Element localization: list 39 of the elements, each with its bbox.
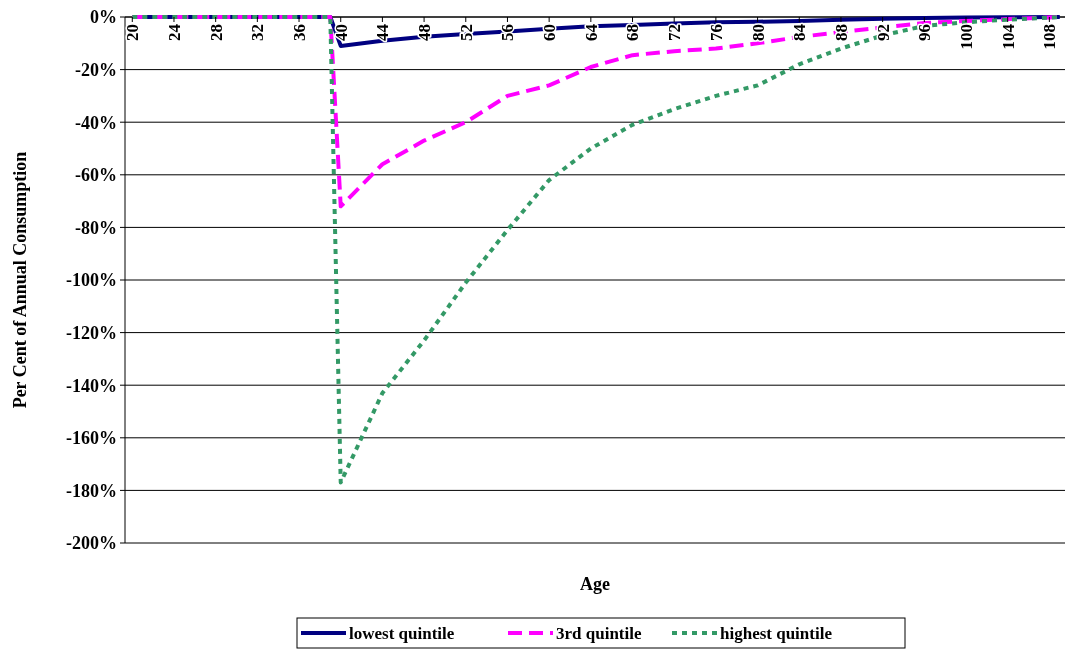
x-tick-label: 68	[623, 24, 643, 41]
y-axis-title: Per Cent of Annual Consumption	[10, 151, 30, 409]
y-tick-label: -100%	[66, 270, 117, 291]
x-tick-label: 52	[456, 24, 476, 41]
x-axis-title: Age	[580, 574, 610, 594]
x-tick-label: 80	[748, 24, 768, 41]
y-tick-label: -200%	[66, 533, 117, 554]
x-tick-label: 24	[164, 23, 184, 41]
x-tick-label: 28	[206, 24, 226, 41]
x-tick-label: 32	[248, 24, 268, 41]
x-tick-label: 88	[831, 24, 851, 41]
x-tick-label: 40	[331, 24, 351, 41]
x-tick-label: 64	[581, 23, 601, 41]
x-tick-label: 104	[998, 23, 1018, 50]
x-tick-label: 76	[706, 24, 726, 41]
x-tick-label: 100	[956, 24, 976, 50]
y-tick-label: -140%	[66, 375, 117, 396]
y-tick-label: -180%	[66, 480, 117, 501]
x-tick-label: 108	[1040, 24, 1060, 50]
legend-label: 3rd quintile	[556, 623, 642, 643]
y-tick-label: -160%	[66, 428, 117, 449]
x-tick-label: 92	[873, 24, 893, 41]
x-tick-label: 60	[540, 24, 560, 41]
x-tick-label: 72	[665, 24, 685, 41]
y-tick-label: -80%	[75, 217, 117, 238]
x-tick-label: 36	[289, 24, 309, 41]
x-tick-label: 96	[915, 24, 935, 41]
y-tick-label: -20%	[75, 59, 117, 80]
x-tick-label: 44	[373, 23, 393, 41]
legend-label: highest quintile	[720, 623, 833, 643]
x-tick-label: 20	[123, 24, 143, 41]
y-tick-label: 0%	[90, 7, 117, 28]
legend-label: lowest quintile	[349, 623, 455, 643]
x-tick-label: 56	[498, 24, 518, 41]
x-tick-label: 84	[790, 23, 810, 41]
x-tick-label: 48	[415, 24, 435, 41]
y-tick-label: -40%	[75, 112, 117, 133]
y-tick-label: -60%	[75, 165, 117, 186]
y-tick-label: -120%	[66, 322, 117, 343]
